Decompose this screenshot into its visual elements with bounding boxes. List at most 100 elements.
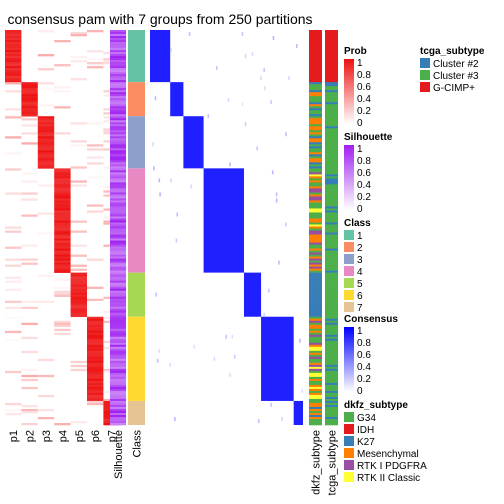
dkfz-subtype-cell: [309, 272, 322, 275]
consensus-cell: [216, 66, 218, 71]
tcga-subtype-cell: [325, 178, 338, 181]
tcga-subtype-cell: [325, 352, 338, 356]
prob-cell: [5, 66, 22, 69]
consensus-cell: [260, 76, 262, 81]
prob-cell: [54, 106, 71, 109]
prob-column-label: p7: [107, 430, 119, 442]
prob-cell: [5, 330, 22, 334]
silhouette-cell: [110, 238, 126, 241]
silhouette-cell: [110, 164, 126, 167]
tcga-subtype-cell: [325, 214, 338, 217]
tcga-subtype-cell: [325, 264, 338, 267]
dkfz-subtype-cell: [309, 88, 322, 91]
consensus-cell: [244, 54, 247, 59]
dkfz-subtype-cell: [309, 84, 322, 87]
prob-cell: [5, 300, 22, 303]
tcga-subtype-legend-label: Cluster #3: [433, 71, 479, 82]
consensus-block: [293, 400, 303, 425]
prob-cell: [70, 274, 87, 277]
silhouette-cell: [110, 154, 126, 157]
prob-cell: [54, 228, 71, 231]
silhouette-cell: [110, 284, 126, 287]
dkfz-subtype-cell: [309, 198, 322, 201]
prob-cell: [21, 198, 38, 201]
tcga-subtype-cell: [325, 354, 338, 358]
silhouette-cell: [110, 98, 126, 101]
consensus-cell: [299, 338, 301, 343]
silhouette-cell: [110, 354, 126, 358]
prob-cell: [54, 234, 71, 237]
prob-cell: [87, 354, 104, 358]
prob-cell: [37, 416, 55, 420]
dkfz-subtype-cell: [309, 34, 322, 37]
silhouette-cell: [110, 70, 126, 73]
silhouette-cell: [110, 108, 126, 111]
prob-cell: [54, 218, 71, 221]
prob-cell: [54, 188, 71, 191]
dkfz-subtype-cell: [309, 172, 322, 175]
dkfz-subtype-cell: [309, 420, 322, 424]
tcga-subtype-cell: [325, 72, 338, 75]
dkfz-subtype-cell: [309, 188, 322, 191]
prob-cell: [21, 408, 38, 412]
prob-cell: [37, 132, 55, 135]
prob-cell: [21, 90, 38, 93]
silhouette-cell: [110, 76, 126, 79]
prob-cell: [21, 108, 38, 111]
dkfz-subtype-cell: [309, 254, 322, 257]
dkfz-subtype-cell: [309, 396, 322, 400]
tcga-subtype-cell: [325, 38, 338, 41]
prob-cell: [87, 162, 104, 165]
silhouette-cell: [110, 222, 126, 225]
tcga-subtype-cell: [325, 228, 338, 231]
prob-cell: [37, 152, 55, 155]
legend-tick-label: 1: [357, 58, 363, 69]
prob-cell: [37, 54, 55, 57]
tcga-subtype-cell: [325, 278, 338, 281]
silhouette-cell: [110, 44, 126, 47]
dkfz-subtype-cell: [309, 112, 322, 115]
prob-cell: [87, 298, 104, 301]
dkfz-subtype-cell: [309, 130, 322, 133]
tcga-subtype-cell: [325, 188, 338, 191]
dkfz-subtype-cell: [309, 386, 322, 390]
dkfz-subtype-cell: [309, 356, 322, 360]
prob-cell: [21, 350, 38, 354]
prob-cell: [87, 358, 104, 362]
prob-cell: [21, 386, 38, 390]
dkfz-subtype-cell: [309, 294, 322, 297]
silhouette-cell: [110, 230, 126, 233]
prob-cell: [70, 140, 87, 143]
dkfz-subtype-cell: [309, 260, 322, 263]
silhouette-cell: [110, 364, 126, 368]
silhouette-cell: [110, 196, 126, 199]
prob-cell: [21, 260, 38, 263]
dkfz-subtype-cell: [309, 322, 322, 326]
tcga-subtype-cell: [325, 168, 338, 171]
consensus-block: [261, 316, 294, 401]
prob-cell: [70, 364, 87, 368]
consensus-cell: [285, 222, 287, 227]
class-block: [128, 116, 145, 169]
dkfz-subtype-cell: [309, 66, 322, 69]
tcga-subtype-cell: [325, 406, 338, 410]
silhouette-cell: [110, 136, 126, 139]
prob-cell: [70, 276, 87, 279]
silhouette-cell: [110, 140, 126, 143]
legend-tick-label: 0: [357, 118, 363, 129]
tcga-subtype-cell: [325, 358, 338, 362]
prob-cell: [37, 116, 55, 119]
prob-cell: [37, 82, 55, 85]
dkfz-subtype-cell: [309, 402, 322, 406]
dkfz-subtype-cell: [309, 342, 322, 346]
tcga-subtype-cell: [325, 146, 338, 149]
tcga-subtype-cell: [325, 418, 338, 422]
prob-cell: [21, 374, 38, 378]
prob-cell: [70, 312, 87, 316]
consensus-cell: [155, 292, 157, 297]
tcga-subtype-cell: [325, 306, 338, 310]
tcga-subtype-cell: [325, 386, 338, 390]
dkfz-subtype-cell: [309, 344, 322, 348]
